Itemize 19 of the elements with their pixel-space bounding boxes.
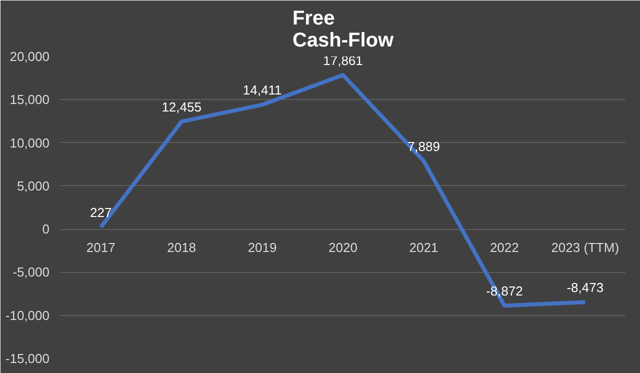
x-tick-label: 2020 — [328, 240, 358, 256]
x-tick-label: 2023 (TTM) — [551, 240, 620, 256]
x-tick-label: 2017 — [86, 240, 116, 256]
chart-title: Free Cash-Flow — [292, 8, 394, 52]
data-label: -8,473 — [566, 280, 604, 296]
y-tick-label: 15,000 — [10, 92, 50, 108]
y-tick-label: 10,000 — [10, 135, 50, 150]
y-tick-label: 20,000 — [10, 49, 50, 64]
y-tick-label: 5,000 — [16, 178, 50, 194]
data-label: 12,455 — [162, 100, 202, 115]
y-tick-label: 0 — [42, 222, 50, 237]
data-label: 14,411 — [242, 82, 282, 98]
x-tick-label: 2019 — [248, 240, 277, 256]
x-tick-label: 2022 — [490, 240, 519, 256]
y-tick-label: -5,000 — [12, 264, 50, 280]
x-tick-label: 2021 — [409, 240, 438, 256]
x-tick-label: 2018 — [167, 240, 196, 256]
y-tick-label: -15,000 — [5, 351, 50, 366]
y-tick-label: -10,000 — [5, 308, 50, 323]
